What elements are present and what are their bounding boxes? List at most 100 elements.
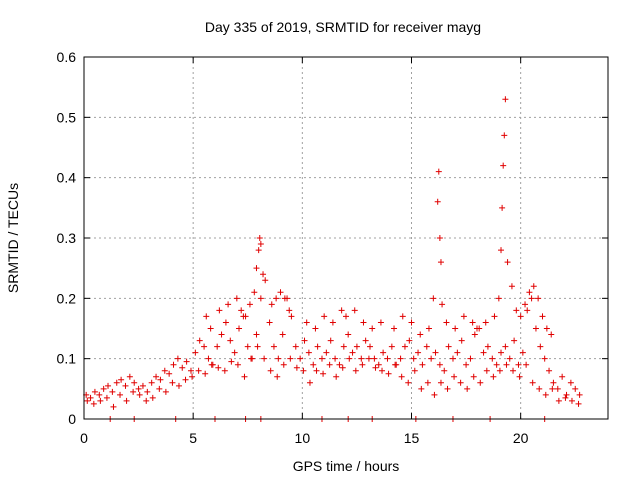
- data-point: [113, 379, 120, 386]
- data-point: [451, 373, 458, 380]
- data-point: [310, 361, 317, 368]
- data-point: [419, 361, 426, 368]
- data-point: [123, 397, 130, 404]
- data-point: [312, 325, 319, 332]
- data-point: [292, 343, 299, 350]
- data-point: [109, 388, 116, 395]
- y-tick-label: 0.1: [57, 351, 77, 367]
- data-point: [397, 355, 404, 362]
- data-point: [153, 373, 160, 380]
- data-point: [458, 337, 465, 344]
- data-point: [196, 337, 203, 344]
- data-point: [493, 361, 500, 368]
- data-point: [286, 307, 293, 314]
- data-point: [156, 385, 163, 392]
- data-point: [359, 361, 366, 368]
- data-point: [246, 301, 253, 308]
- data-point: [205, 355, 212, 362]
- data-point: [227, 337, 234, 344]
- data-point: [495, 295, 502, 302]
- data-point: [353, 343, 360, 350]
- data-point: [338, 307, 345, 314]
- data-points: [83, 96, 583, 422]
- data-point: [424, 379, 431, 386]
- data-point: [526, 289, 533, 296]
- data-point: [90, 400, 97, 407]
- data-point: [351, 307, 358, 314]
- data-point: [118, 376, 125, 383]
- data-point: [221, 367, 228, 374]
- data-point: [367, 343, 374, 350]
- data-point: [327, 337, 334, 344]
- data-point: [405, 379, 412, 386]
- data-point: [313, 367, 320, 374]
- data-point: [241, 373, 248, 380]
- data-point: [257, 241, 264, 248]
- data-point: [504, 259, 511, 266]
- data-point: [329, 319, 336, 326]
- data-point: [549, 385, 556, 392]
- data-point: [554, 385, 561, 392]
- data-point: [418, 385, 425, 392]
- data-point: [369, 325, 376, 332]
- data-point: [496, 367, 503, 374]
- data-point: [110, 403, 117, 410]
- data-point: [288, 313, 295, 320]
- y-tick-label: 0.6: [57, 49, 77, 65]
- x-tick-label: 5: [189, 430, 197, 446]
- data-point: [508, 283, 515, 290]
- data-point: [228, 358, 235, 365]
- data-point: [375, 361, 382, 368]
- data-point: [323, 349, 330, 356]
- data-point: [270, 343, 277, 350]
- data-point: [149, 394, 156, 401]
- data-point: [563, 391, 570, 398]
- y-axis-label: SRMTID / TECUs: [5, 183, 21, 293]
- grid: [84, 57, 608, 419]
- data-point: [318, 355, 325, 362]
- data-point: [392, 361, 399, 368]
- data-point: [499, 204, 506, 211]
- data-point: [502, 343, 509, 350]
- data-point: [208, 361, 215, 368]
- data-point: [436, 361, 443, 368]
- y-axis: 0 0.1 0.2 0.3 0.4 0.5 0.6: [57, 49, 608, 427]
- data-point: [379, 367, 386, 374]
- data-point: [437, 379, 444, 386]
- data-point: [257, 295, 264, 302]
- data-point: [251, 289, 258, 296]
- data-point: [157, 376, 164, 383]
- data-point: [336, 361, 343, 368]
- data-point: [339, 364, 346, 371]
- data-point: [248, 355, 255, 362]
- data-point: [443, 319, 450, 326]
- data-point: [498, 349, 505, 356]
- data-point: [352, 367, 359, 374]
- data-point: [417, 331, 424, 338]
- data-point: [398, 373, 405, 380]
- data-point: [242, 313, 249, 320]
- data-point: [144, 388, 151, 395]
- data-point: [332, 355, 339, 362]
- data-point: [136, 391, 143, 398]
- data-point: [254, 343, 261, 350]
- data-point: [457, 379, 464, 386]
- data-point: [528, 295, 535, 302]
- data-point: [182, 376, 189, 383]
- data-point: [207, 325, 214, 332]
- data-point: [287, 355, 294, 362]
- data-point: [203, 313, 210, 320]
- data-point: [262, 277, 269, 284]
- data-point: [535, 295, 542, 302]
- data-point: [532, 325, 539, 332]
- data-point: [391, 325, 398, 332]
- data-point: [280, 361, 287, 368]
- data-point: [548, 331, 555, 338]
- data-point: [441, 367, 448, 374]
- data-point: [452, 325, 459, 332]
- data-point: [201, 343, 208, 350]
- data-point: [516, 373, 523, 380]
- data-point: [543, 325, 550, 332]
- data-point: [260, 271, 267, 278]
